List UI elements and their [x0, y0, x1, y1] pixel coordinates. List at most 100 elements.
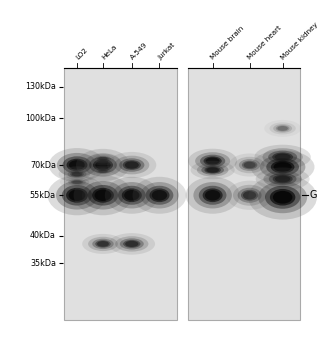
Ellipse shape	[150, 188, 170, 202]
Ellipse shape	[108, 233, 155, 255]
Ellipse shape	[49, 148, 105, 182]
Ellipse shape	[258, 181, 307, 213]
Ellipse shape	[277, 126, 288, 131]
Ellipse shape	[229, 153, 270, 176]
Ellipse shape	[262, 148, 303, 166]
Text: Mouse heart: Mouse heart	[247, 25, 283, 61]
Ellipse shape	[273, 175, 293, 183]
Text: HeLa: HeLa	[100, 44, 118, 61]
Ellipse shape	[64, 169, 90, 180]
Ellipse shape	[113, 182, 151, 209]
Ellipse shape	[244, 162, 256, 168]
Ellipse shape	[206, 158, 220, 164]
Ellipse shape	[95, 240, 111, 247]
Ellipse shape	[265, 186, 300, 209]
Ellipse shape	[57, 153, 97, 177]
Ellipse shape	[235, 157, 264, 173]
Ellipse shape	[98, 169, 108, 173]
Ellipse shape	[89, 157, 117, 173]
Ellipse shape	[72, 180, 82, 184]
Ellipse shape	[66, 188, 88, 203]
Ellipse shape	[133, 177, 186, 214]
Ellipse shape	[248, 175, 317, 219]
Ellipse shape	[68, 190, 85, 201]
Ellipse shape	[238, 188, 262, 203]
Ellipse shape	[84, 153, 122, 176]
Ellipse shape	[68, 170, 87, 178]
Bar	[188, 68, 300, 320]
Ellipse shape	[71, 180, 83, 184]
Ellipse shape	[255, 145, 311, 169]
Text: A-549: A-549	[129, 42, 148, 61]
Ellipse shape	[271, 161, 294, 173]
Ellipse shape	[260, 155, 305, 179]
Ellipse shape	[93, 167, 113, 175]
Ellipse shape	[272, 153, 293, 162]
Text: 40kDa: 40kDa	[30, 231, 56, 240]
Text: GSR: GSR	[310, 190, 317, 200]
Ellipse shape	[82, 181, 124, 210]
Ellipse shape	[62, 156, 92, 174]
Ellipse shape	[205, 190, 220, 201]
Ellipse shape	[204, 156, 222, 166]
Ellipse shape	[239, 159, 260, 171]
Ellipse shape	[226, 181, 273, 210]
Ellipse shape	[263, 171, 302, 187]
Text: LO2: LO2	[74, 47, 88, 61]
Ellipse shape	[268, 151, 297, 163]
Ellipse shape	[62, 185, 92, 205]
Ellipse shape	[191, 161, 235, 179]
Ellipse shape	[203, 188, 223, 202]
Ellipse shape	[269, 173, 296, 185]
Ellipse shape	[74, 175, 133, 215]
Ellipse shape	[88, 237, 118, 251]
Ellipse shape	[115, 236, 148, 252]
Ellipse shape	[76, 149, 130, 181]
Ellipse shape	[118, 186, 146, 205]
Ellipse shape	[241, 190, 258, 201]
Ellipse shape	[264, 120, 301, 137]
Ellipse shape	[67, 159, 87, 171]
Ellipse shape	[95, 168, 111, 174]
Ellipse shape	[195, 152, 230, 170]
Ellipse shape	[275, 176, 290, 182]
Ellipse shape	[206, 167, 219, 173]
Ellipse shape	[146, 186, 173, 205]
Ellipse shape	[140, 182, 179, 209]
Ellipse shape	[233, 185, 266, 206]
Ellipse shape	[204, 167, 221, 174]
Ellipse shape	[97, 157, 109, 161]
Ellipse shape	[48, 175, 107, 215]
Ellipse shape	[266, 158, 299, 176]
Ellipse shape	[69, 160, 85, 170]
Ellipse shape	[82, 234, 124, 254]
Ellipse shape	[273, 191, 293, 204]
Ellipse shape	[269, 122, 296, 134]
Ellipse shape	[97, 241, 109, 247]
Bar	[64, 68, 177, 320]
Ellipse shape	[68, 179, 86, 185]
Ellipse shape	[200, 155, 225, 167]
Ellipse shape	[95, 156, 111, 162]
Text: Jurkat: Jurkat	[157, 42, 176, 61]
Ellipse shape	[275, 154, 291, 161]
Text: Mouse kidney: Mouse kidney	[280, 21, 317, 61]
Ellipse shape	[94, 190, 111, 201]
Ellipse shape	[88, 185, 118, 205]
Ellipse shape	[188, 149, 237, 173]
Ellipse shape	[276, 125, 289, 132]
Ellipse shape	[60, 176, 94, 188]
Ellipse shape	[273, 124, 292, 133]
Ellipse shape	[256, 167, 310, 190]
Text: 55kDa: 55kDa	[30, 191, 56, 200]
Ellipse shape	[105, 177, 159, 214]
Ellipse shape	[199, 186, 227, 205]
Ellipse shape	[197, 163, 228, 177]
Text: Mouse brain: Mouse brain	[210, 26, 245, 61]
Text: 130kDa: 130kDa	[25, 82, 56, 91]
Ellipse shape	[125, 161, 139, 169]
Ellipse shape	[193, 182, 232, 209]
Ellipse shape	[124, 190, 139, 201]
Ellipse shape	[114, 156, 149, 174]
Ellipse shape	[152, 190, 167, 201]
